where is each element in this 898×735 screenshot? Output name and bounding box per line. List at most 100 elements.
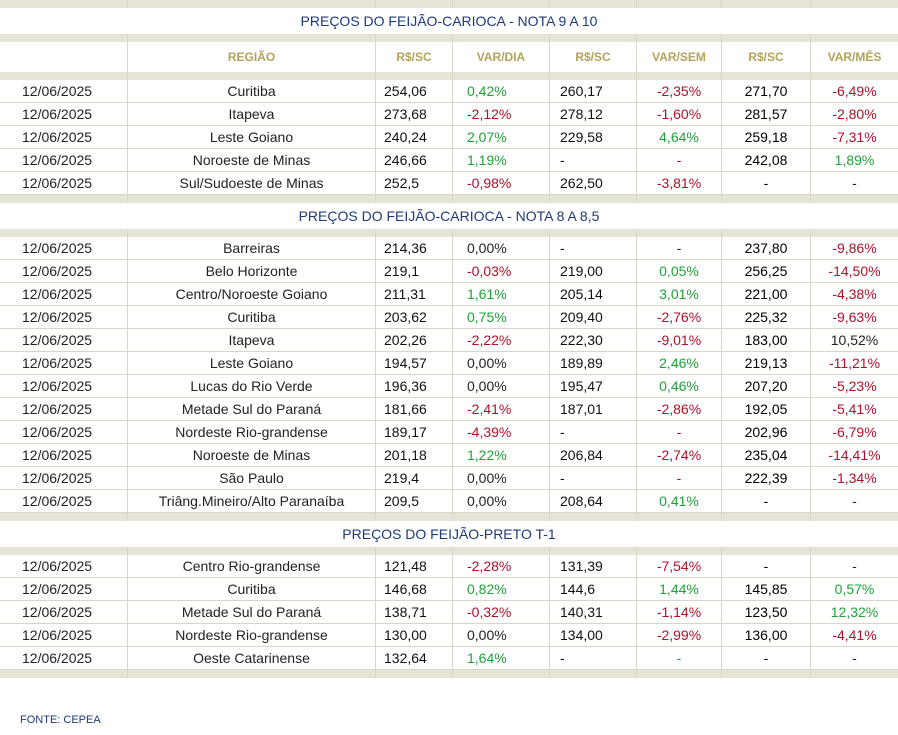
band-cell — [811, 513, 898, 521]
price-week-cell: 208,64 — [550, 490, 637, 513]
var-month-cell: 10,52% — [811, 329, 898, 352]
date-cell: 12/06/2025 — [0, 126, 128, 149]
band-cell — [722, 229, 811, 237]
band-cell — [128, 34, 376, 42]
date-cell: 12/06/2025 — [0, 103, 128, 126]
band-cell — [637, 513, 722, 521]
price-cell: 254,06 — [376, 80, 453, 103]
price-month-cell: 207,20 — [722, 375, 811, 398]
var-month-cell: -4,41% — [811, 624, 898, 647]
var-week-cell: 0,05% — [637, 260, 722, 283]
var-day-cell: 0,00% — [453, 237, 550, 260]
price-cell: 196,36 — [376, 375, 453, 398]
band-cell — [453, 229, 550, 237]
var-week-cell: 1,44% — [637, 578, 722, 601]
date-cell: 12/06/2025 — [0, 149, 128, 172]
band-cell — [637, 195, 722, 203]
var-week-cell: -7,54% — [637, 555, 722, 578]
table-row: 12/06/2025 Centro/Noroeste Goiano 211,31 1,… — [0, 283, 898, 306]
band-cell — [453, 0, 550, 8]
var-week-cell: 2,46% — [637, 352, 722, 375]
date-cell: 12/06/2025 — [0, 306, 128, 329]
band-cell — [722, 670, 811, 678]
price-cell: 246,66 — [376, 149, 453, 172]
region-cell: Nordeste Rio-grandense — [128, 624, 376, 647]
band-cell — [550, 513, 637, 521]
band-cell — [811, 195, 898, 203]
price-cell: 201,18 — [376, 444, 453, 467]
band-cell — [376, 513, 453, 521]
band-cell — [811, 0, 898, 8]
var-week-cell: -9,01% — [637, 329, 722, 352]
date-cell: 12/06/2025 — [0, 421, 128, 444]
var-day-cell: -0,03% — [453, 260, 550, 283]
region-cell: Metade Sul do Paraná — [128, 601, 376, 624]
price-month-cell: 192,05 — [722, 398, 811, 421]
column-header: VAR/MÊS — [827, 50, 882, 64]
price-cell: 189,17 — [376, 421, 453, 444]
price-week-cell: 195,47 — [550, 375, 637, 398]
band-cell — [811, 547, 898, 555]
band-cell — [376, 195, 453, 203]
price-month-cell: 281,57 — [722, 103, 811, 126]
band-cell — [376, 229, 453, 237]
price-month-cell: 202,96 — [722, 421, 811, 444]
band-cell — [128, 229, 376, 237]
band-cell — [722, 34, 811, 42]
var-week-cell: 0,41% — [637, 490, 722, 513]
var-week-cell: - — [637, 149, 722, 172]
section-title-text: PREÇOS DO FEIJÃO-PRETO T-1 — [342, 526, 556, 542]
var-week-cell: 4,64% — [637, 126, 722, 149]
band-cell — [550, 34, 637, 42]
var-day-cell: -0,32% — [453, 601, 550, 624]
region-cell: Triâng.Mineiro/Alto Paranaíba — [128, 490, 376, 513]
var-week-cell: - — [637, 421, 722, 444]
band-cell — [550, 72, 637, 80]
band-cell — [376, 670, 453, 678]
column-header: VAR/DIA — [453, 42, 550, 72]
var-week-cell: -3,81% — [637, 172, 722, 195]
price-month-cell: 221,00 — [722, 283, 811, 306]
var-day-cell: 1,19% — [453, 149, 550, 172]
var-week-cell: - — [637, 237, 722, 260]
date-cell: 12/06/2025 — [0, 444, 128, 467]
var-week-cell: - — [637, 647, 722, 670]
band-cell — [811, 34, 898, 42]
band-cell — [0, 34, 128, 42]
price-week-cell: 187,01 — [550, 398, 637, 421]
var-week-cell: 3,01% — [637, 283, 722, 306]
price-week-cell: 219,00 — [550, 260, 637, 283]
date-cell: 12/06/2025 — [0, 80, 128, 103]
date-cell: 12/06/2025 — [0, 398, 128, 421]
price-week-cell: 260,17 — [550, 80, 637, 103]
table-row: 12/06/2025 Triâng.Mineiro/Alto Paranaíba 2… — [0, 490, 898, 513]
date-cell: 12/06/2025 — [0, 352, 128, 375]
var-day-cell: 0,00% — [453, 490, 550, 513]
price-week-cell: - — [550, 149, 637, 172]
price-month-cell: 256,25 — [722, 260, 811, 283]
price-month-cell: 242,08 — [722, 149, 811, 172]
price-week-cell: - — [550, 421, 637, 444]
price-month-cell: 183,00 — [722, 329, 811, 352]
table-row: 12/06/2025 Curitiba 254,06 0,42% 260,17 -2,35… — [0, 80, 898, 103]
band-cell — [0, 195, 128, 203]
band-cell — [550, 229, 637, 237]
band-cell — [550, 670, 637, 678]
price-month-cell: 237,80 — [722, 237, 811, 260]
section-title: PREÇOS DO FEIJÃO-CARIOCA - NOTA 9 A 10 — [0, 8, 898, 34]
var-week-cell: -1,60% — [637, 103, 722, 126]
var-day-cell: 0,00% — [453, 375, 550, 398]
price-week-cell: - — [550, 237, 637, 260]
region-cell: São Paulo — [128, 467, 376, 490]
price-week-cell: - — [550, 467, 637, 490]
region-cell: Itapeva — [128, 329, 376, 352]
price-month-cell: 225,32 — [722, 306, 811, 329]
price-week-cell: 206,84 — [550, 444, 637, 467]
band-cell — [637, 670, 722, 678]
price-month-cell: 136,00 — [722, 624, 811, 647]
region-cell: Barreiras — [128, 237, 376, 260]
price-week-cell: 189,89 — [550, 352, 637, 375]
band-cell — [0, 0, 128, 8]
price-month-cell: - — [722, 490, 811, 513]
band-cell — [128, 547, 376, 555]
